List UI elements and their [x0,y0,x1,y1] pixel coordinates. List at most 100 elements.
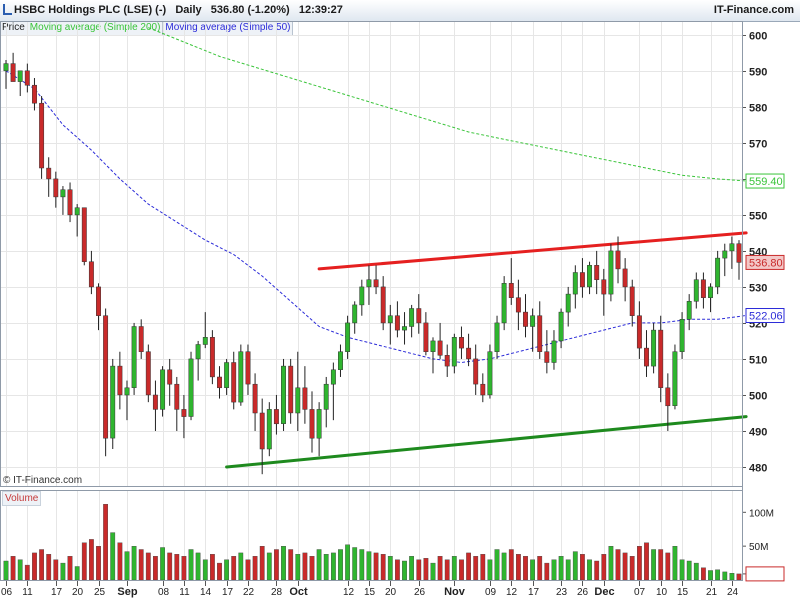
volume-bar [487,559,493,581]
candle-body [152,394,158,410]
time-tick-label: 28 [271,587,283,598]
candle-body [46,167,52,180]
candle [323,376,329,428]
volume-bar [644,542,649,581]
candle [53,171,59,208]
volume-bar [565,559,571,581]
candle [188,351,194,421]
time-tick-label: Nov [444,586,466,598]
volume-bar [523,556,528,581]
volume-bar [338,549,343,581]
price-tick-label: 480 [749,463,767,475]
candle-body [231,362,237,403]
volume-bar [309,556,315,581]
time-tick-label: Sep [117,586,137,598]
volume-bar [323,554,329,581]
candle-body [558,311,564,342]
overlay-lines [5,27,748,469]
volume-bar [231,556,237,581]
price-tick-label: 500 [749,391,767,403]
candle-body [266,409,272,450]
candle-body [352,304,358,324]
volume-bar [501,552,507,581]
volume-label[interactable]: Volume [2,491,42,506]
candle-body [402,326,407,331]
volume-bar [224,559,229,581]
value-label: 536.80 [749,257,783,269]
volume-bar [572,551,578,581]
candle-body [651,329,657,367]
candle-body [224,362,230,388]
time-tick-label: 14 [200,587,212,598]
copyright-notice: © IT-Finance.com [3,475,83,486]
price-tick-label: 550 [749,211,767,223]
volume-bar [473,556,479,581]
candle [572,265,578,309]
candle-body [81,207,87,262]
volume-bar [174,554,180,581]
volume-bar [686,560,692,581]
candle-body [259,412,265,450]
time-tick-label: 21 [706,587,718,598]
time-tick-label: 26 [414,587,426,598]
time-tick-label: 09 [485,587,497,598]
volume-bar [316,549,322,581]
time-tick-label: 26 [577,587,589,598]
volume-bar [160,547,165,581]
candle-body [316,409,322,439]
candle-body [430,340,436,352]
volume-bar [594,560,600,581]
candle-body [544,351,550,363]
candle-body [437,340,443,356]
volume-bar [24,564,30,581]
candle-body [537,315,543,352]
legend-ma200[interactable]: Moving average (Simple 200) [27,21,164,35]
candle-body [373,279,379,288]
candle-body [160,369,166,410]
volume-bar [615,549,621,581]
volume-bar [3,560,9,581]
candle-body [729,243,735,252]
volume-bar [110,532,116,581]
price-tick-label: 580 [749,103,767,115]
candle [81,207,87,266]
candle-body [601,279,607,295]
candle [217,366,222,399]
volume-bar [494,549,500,581]
support-trendline [225,415,748,469]
candle [644,330,649,377]
candle-body [345,322,351,352]
candle [309,391,315,453]
candle-body [444,355,450,367]
candle-body [288,365,294,414]
candle-body [181,409,187,417]
candle-body [103,315,109,439]
candle [67,182,73,223]
candle [152,380,158,431]
candle [423,312,429,356]
volume-bar [131,546,137,581]
candle [224,358,230,395]
time-tick-label: 25 [94,587,106,598]
candle-body [636,315,642,349]
time-tick-label: 11 [179,587,190,598]
volume-bar [693,562,699,581]
candle [444,344,450,377]
value-label-box [745,254,785,270]
candle [451,333,457,374]
candle [281,358,286,431]
candlesticks [3,52,742,475]
value-label: 522.06 [749,311,783,323]
candle-body [665,387,671,407]
candle-body [88,261,94,288]
candle [252,373,258,431]
candle-body [466,347,472,360]
volume-bar [387,556,393,581]
time-tick-label: 11 [22,587,33,598]
volume-bar [259,546,265,581]
candle-body [302,387,308,410]
candle [387,304,393,345]
candle-body [131,326,137,388]
candle [17,70,23,97]
